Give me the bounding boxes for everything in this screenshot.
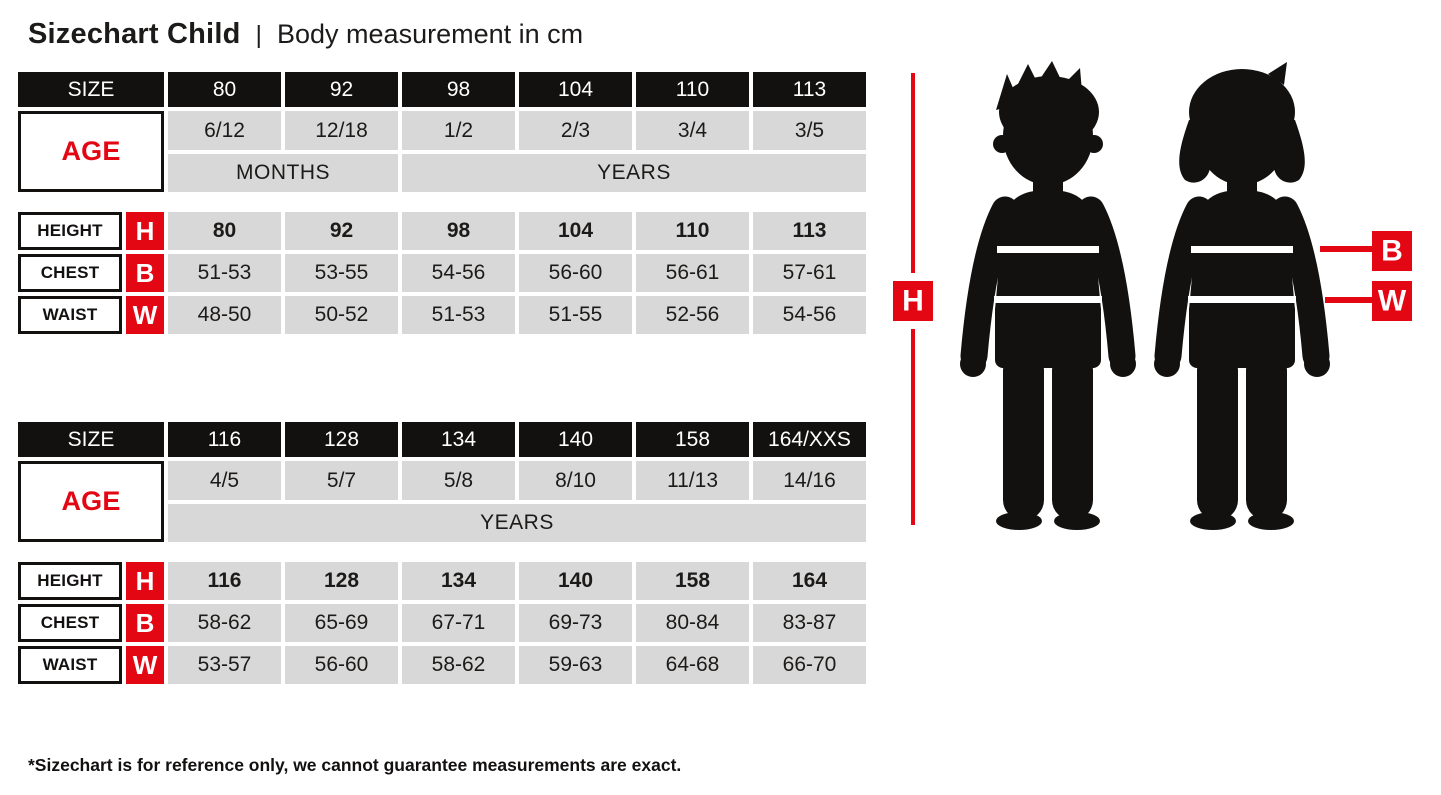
chest-cell: 83-87 — [753, 604, 866, 642]
height-badge: H — [126, 562, 164, 600]
age-cell: 12/18 — [285, 111, 398, 150]
height-cell: 140 — [519, 562, 632, 600]
chest-badge: B — [126, 254, 164, 292]
height-label: HEIGHT — [18, 562, 122, 600]
height-marker-label: H — [902, 285, 924, 318]
waist-label: WAIST — [18, 646, 122, 684]
page-title: Sizechart Child | Body measurement in cm — [28, 18, 583, 51]
title-separator: | — [255, 21, 263, 49]
waist-cell: 66-70 — [753, 646, 866, 684]
waist-cell: 51-55 — [519, 296, 632, 334]
height-cell: 98 — [402, 212, 515, 250]
waist-cell: 56-60 — [285, 646, 398, 684]
age-cell: 6/12 — [168, 111, 281, 150]
age-cell: 2/3 — [519, 111, 632, 150]
title-subtitle: Body measurement in cm — [277, 19, 584, 49]
age-cell: 4/5 — [168, 461, 281, 500]
chest-marker-label: B — [1381, 235, 1403, 268]
age-cell: 1/2 — [402, 111, 515, 150]
age-cell: 3/4 — [636, 111, 749, 150]
size-cell: 158 — [636, 422, 749, 457]
waist-cell: 50-52 — [285, 296, 398, 334]
height-badge: H — [126, 212, 164, 250]
age-unit-years: YEARS — [402, 154, 866, 192]
sizechart-table-large: SIZE 116 128 134 140 158 164/XXS AGE 4/5… — [18, 422, 866, 684]
silhouette-graphic: H B — [893, 61, 1412, 540]
height-cell: 110 — [636, 212, 749, 250]
height-cell: 80 — [168, 212, 281, 250]
waist-cell: 64-68 — [636, 646, 749, 684]
waist-marker-label: W — [1378, 285, 1407, 318]
chest-cell: 53-55 — [285, 254, 398, 292]
size-cell: 98 — [402, 72, 515, 107]
age-cell: 14/16 — [753, 461, 866, 500]
height-cell: 164 — [753, 562, 866, 600]
waist-cell: 59-63 — [519, 646, 632, 684]
title-main: Sizechart Child — [28, 18, 241, 50]
height-measure-line — [893, 73, 933, 525]
size-cell: 140 — [519, 422, 632, 457]
chest-label: CHEST — [18, 604, 122, 642]
waist-cell: 51-53 — [402, 296, 515, 334]
sizechart-table-small: SIZE 80 92 98 104 110 113 AGE 6/12 12/18… — [18, 72, 866, 334]
height-cell: 104 — [519, 212, 632, 250]
age-cell: 8/10 — [519, 461, 632, 500]
size-header-label: SIZE — [18, 422, 164, 457]
chest-measure-line — [1320, 231, 1412, 271]
age-unit-months: MONTHS — [168, 154, 398, 192]
waist-badge: W — [126, 296, 164, 334]
age-label: AGE — [18, 111, 164, 192]
chest-cell: 80-84 — [636, 604, 749, 642]
size-cell: 164/XXS — [753, 422, 866, 457]
size-cell: 113 — [753, 72, 866, 107]
height-cell: 116 — [168, 562, 281, 600]
chest-cell: 56-60 — [519, 254, 632, 292]
waist-cell: 48-50 — [168, 296, 281, 334]
waist-cell: 53-57 — [168, 646, 281, 684]
height-cell: 128 — [285, 562, 398, 600]
size-cell: 128 — [285, 422, 398, 457]
girl-silhouette — [1154, 62, 1330, 530]
measurement-figure: H B — [880, 58, 1441, 540]
chest-label: CHEST — [18, 254, 122, 292]
height-label: HEIGHT — [18, 212, 122, 250]
age-label: AGE — [18, 461, 164, 542]
age-unit-years: YEARS — [168, 504, 866, 542]
waist-cell: 54-56 — [753, 296, 866, 334]
height-cell: 158 — [636, 562, 749, 600]
height-cell: 92 — [285, 212, 398, 250]
chest-cell: 69-73 — [519, 604, 632, 642]
size-cell: 104 — [519, 72, 632, 107]
size-header-label: SIZE — [18, 72, 164, 107]
age-cell: 3/5 — [753, 111, 866, 150]
chest-cell: 56-61 — [636, 254, 749, 292]
chest-cell: 51-53 — [168, 254, 281, 292]
size-cell: 134 — [402, 422, 515, 457]
footnote: *Sizechart is for reference only, we can… — [28, 754, 682, 775]
size-cell: 110 — [636, 72, 749, 107]
size-cell: 92 — [285, 72, 398, 107]
chest-cell: 54-56 — [402, 254, 515, 292]
waist-cell: 52-56 — [636, 296, 749, 334]
waist-cell: 58-62 — [402, 646, 515, 684]
height-cell: 113 — [753, 212, 866, 250]
waist-label: WAIST — [18, 296, 122, 334]
waist-measure-line — [1325, 281, 1412, 321]
chest-cell: 57-61 — [753, 254, 866, 292]
age-cell: 5/8 — [402, 461, 515, 500]
waist-badge: W — [126, 646, 164, 684]
size-cell: 116 — [168, 422, 281, 457]
chest-cell: 65-69 — [285, 604, 398, 642]
height-cell: 134 — [402, 562, 515, 600]
age-cell: 5/7 — [285, 461, 398, 500]
chest-badge: B — [126, 604, 164, 642]
chest-cell: 67-71 — [402, 604, 515, 642]
boy-silhouette — [960, 61, 1136, 530]
age-cell: 11/13 — [636, 461, 749, 500]
chest-cell: 58-62 — [168, 604, 281, 642]
size-cell: 80 — [168, 72, 281, 107]
